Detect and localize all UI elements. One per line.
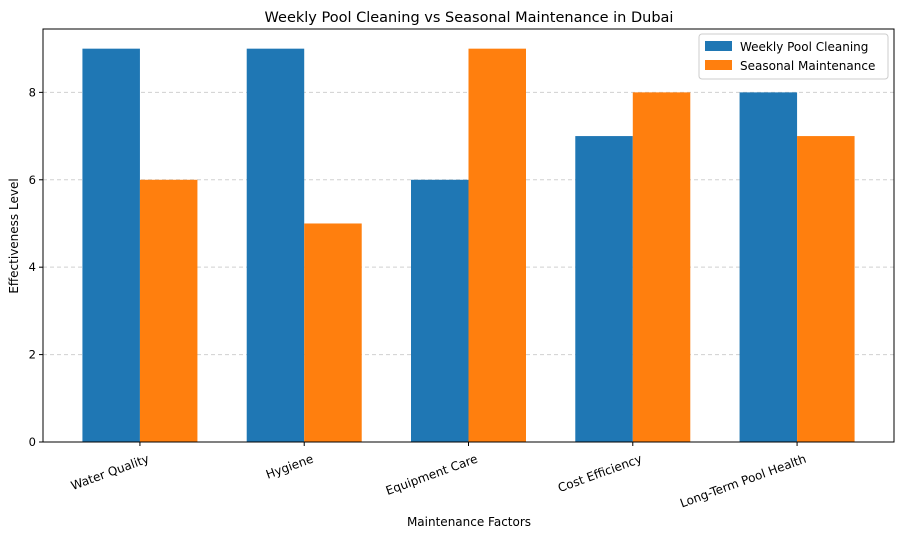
x-tick-label: Hygiene <box>264 452 315 482</box>
bar-seasonal <box>632 92 691 443</box>
bar-weekly <box>411 179 469 442</box>
x-tick-label: Equipment Care <box>384 452 480 498</box>
y-tick-label: 0 <box>29 435 36 449</box>
x-axis-ticks: Water Quality Hygiene Equipment Care Cost E… <box>69 442 808 510</box>
chart-title: Weekly Pool Cleaning vs Seasonal Mainten… <box>265 10 674 26</box>
x-axis-label: Maintenance Factors <box>407 515 531 529</box>
x-tick-label: Water Quality <box>69 452 151 493</box>
bar-weekly <box>575 136 633 442</box>
bar-weekly <box>82 48 140 443</box>
legend-swatch-weekly <box>705 41 732 51</box>
legend: Weekly Pool Cleaning Seasonal Maintenanc… <box>698 33 889 80</box>
y-tick-label: 6 <box>29 173 36 187</box>
legend-label-weekly: Weekly Pool Cleaning <box>740 40 868 54</box>
y-tick-label: 4 <box>29 260 36 274</box>
bar-weekly <box>739 92 798 443</box>
bar-seasonal <box>304 223 362 442</box>
bar-weekly <box>246 48 305 443</box>
y-tick-label: 8 <box>29 85 36 99</box>
bar-seasonal <box>797 136 855 442</box>
y-tick-label: 2 <box>29 348 36 362</box>
y-axis-ticks: 0 2 4 6 8 <box>29 85 43 449</box>
bars <box>82 48 855 443</box>
bar-seasonal <box>139 179 198 442</box>
y-axis-label: Effectiveness Level <box>7 178 21 293</box>
legend-frame <box>698 33 889 80</box>
bar-seasonal <box>468 48 526 443</box>
x-tick-label: Long-Term Pool Health <box>678 452 808 511</box>
legend-label-seasonal: Seasonal Maintenance <box>740 59 875 73</box>
legend-swatch-seasonal <box>705 60 732 70</box>
x-tick-label: Cost Efficiency <box>556 452 644 495</box>
